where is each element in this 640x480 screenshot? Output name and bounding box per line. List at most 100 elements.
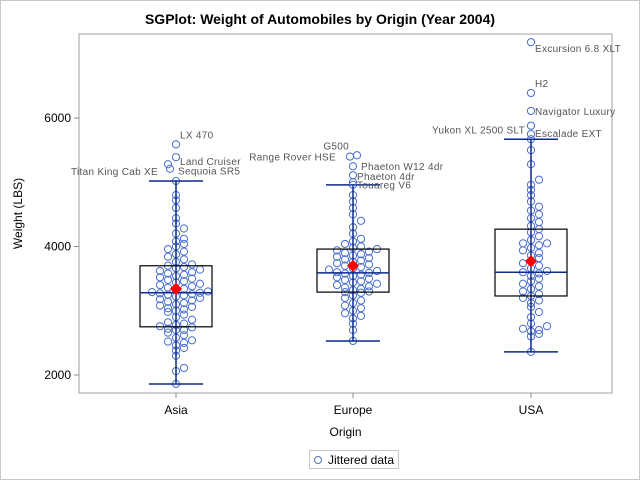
outlier-point [348, 178, 358, 187]
data-point [163, 244, 173, 254]
data-point [163, 252, 173, 261]
data-point [187, 289, 197, 299]
data-point [187, 296, 197, 305]
data-point [340, 293, 350, 302]
data-point [534, 241, 544, 250]
data-point [163, 304, 173, 313]
mean-marker [170, 282, 182, 295]
x-tick-label: Europe [334, 403, 373, 417]
data-point [356, 304, 366, 313]
data-point [179, 270, 189, 279]
data-point [534, 261, 544, 270]
outlier-label: Range Rover HSE [249, 153, 336, 164]
data-point [187, 302, 197, 311]
data-point [534, 325, 544, 335]
x-axis-label: Origin [329, 425, 361, 439]
data-point [364, 274, 374, 283]
outlier-label: Phaeton W12 4dr [361, 162, 444, 173]
data-point [187, 282, 197, 291]
data-point [542, 239, 552, 248]
data-point [332, 252, 342, 261]
outlier-label: Escalade EXT [535, 129, 602, 140]
data-point [340, 275, 350, 285]
data-point [179, 234, 189, 243]
data-point [179, 224, 189, 233]
data-point [340, 309, 350, 318]
data-point [534, 217, 544, 227]
data-point [155, 280, 165, 290]
data-point [356, 288, 366, 297]
outlier-point [352, 151, 362, 160]
data-point [332, 273, 342, 282]
data-point [534, 232, 544, 241]
y-axis-label: Weight (LBS) [11, 178, 25, 249]
data-point [179, 239, 189, 249]
data-point [542, 266, 552, 276]
y-tick-label: 4000 [44, 240, 71, 254]
data-point [179, 310, 189, 319]
data-point [356, 256, 366, 265]
outlier-point [165, 164, 175, 173]
outlier-point [526, 121, 536, 130]
data-point [155, 273, 165, 282]
outlier-point [526, 38, 536, 47]
data-point [372, 266, 382, 276]
legend-marker-icon [314, 455, 322, 464]
data-point [340, 301, 350, 310]
data-point [372, 279, 382, 288]
data-point [187, 323, 197, 332]
mean-marker [525, 255, 537, 268]
data-point [179, 363, 189, 373]
data-point [518, 246, 528, 255]
data-point [534, 269, 544, 278]
x-tick-label: Asia [164, 403, 188, 417]
data-point [364, 253, 374, 263]
data-point [518, 259, 528, 268]
data-point [356, 296, 366, 305]
outlier-point [171, 140, 181, 149]
data-point [155, 295, 165, 304]
outlier-label: Phaeton 4dr [357, 172, 415, 183]
data-point [364, 282, 374, 291]
outlier-label: Touareg V6 [357, 180, 411, 191]
data-point [187, 315, 197, 324]
data-point [155, 322, 165, 331]
data-point [179, 291, 189, 300]
data-point [195, 293, 205, 302]
data-point [518, 287, 528, 296]
data-point [364, 287, 374, 296]
y-tick-label: 6000 [44, 111, 71, 125]
data-point [364, 260, 374, 269]
outlier-point [526, 88, 536, 98]
data-point [203, 287, 213, 296]
data-point [518, 293, 528, 302]
data-point [518, 279, 528, 288]
data-point [163, 283, 173, 292]
y-tick-label: 2000 [44, 368, 71, 382]
data-point [179, 262, 189, 272]
data-point [163, 324, 173, 333]
outlier-point [348, 162, 358, 171]
data-point [356, 242, 366, 251]
legend: Jittered data [309, 450, 399, 469]
data-point [187, 274, 197, 283]
data-point [155, 266, 165, 276]
data-point [179, 255, 189, 264]
outlier-label: LX 470 [180, 130, 214, 141]
data-point [356, 311, 366, 320]
data-point [163, 318, 173, 327]
data-point [179, 343, 189, 353]
box [494, 228, 568, 297]
data-point [187, 268, 197, 277]
outlier-label: Land Cruiser [180, 157, 241, 168]
data-point [195, 279, 205, 288]
box [316, 248, 390, 293]
data-point [187, 260, 197, 269]
mean-marker [347, 259, 359, 272]
data-point [534, 329, 544, 338]
data-point [163, 269, 173, 278]
outlier-point [348, 171, 358, 180]
outlier-label: H2 [535, 79, 549, 90]
data-point [542, 322, 552, 331]
data-point [364, 247, 374, 256]
